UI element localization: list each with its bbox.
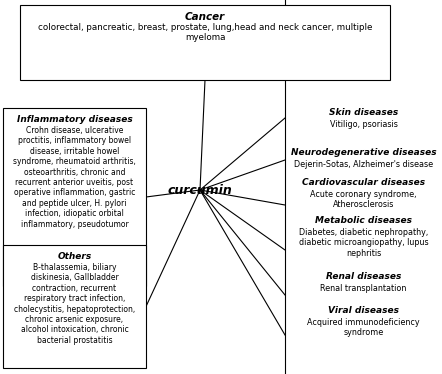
FancyBboxPatch shape: [20, 5, 390, 80]
Text: Crohn disease, ulcerative
proctitis, inflammatory bowel
disease, irritable howel: Crohn disease, ulcerative proctitis, inf…: [13, 126, 136, 229]
Text: Renal diseases: Renal diseases: [326, 272, 401, 281]
Text: Viral diseases: Viral diseases: [328, 306, 399, 315]
Text: Acquired immunodeficiency
syndrome: Acquired immunodeficiency syndrome: [307, 318, 420, 337]
Text: colorectal, pancreatic, breast, prostate, lung,head and neck cancer, multiple
my: colorectal, pancreatic, breast, prostate…: [38, 23, 372, 42]
Text: Diabetes, diabetic nephropathy,
diabetic microangiopathy, lupus
nephritis: Diabetes, diabetic nephropathy, diabetic…: [299, 228, 428, 258]
Text: Dejerin-Sotas, Alzheimer's disease: Dejerin-Sotas, Alzheimer's disease: [294, 160, 433, 169]
Text: Acute coronary syndrome,
Atherosclerosis: Acute coronary syndrome, Atherosclerosis: [310, 190, 417, 209]
Text: curcumin: curcumin: [168, 184, 232, 196]
Text: Skin diseases: Skin diseases: [329, 108, 398, 117]
Text: Renal transplantation: Renal transplantation: [320, 284, 407, 293]
Text: B-thalassemia, biliary
diskinesia, Gallbladder
contraction, recurrent
respirator: B-thalassemia, biliary diskinesia, Gallb…: [14, 263, 135, 345]
FancyBboxPatch shape: [3, 245, 146, 368]
Text: Vitiligo, psoriasis: Vitiligo, psoriasis: [330, 120, 397, 129]
FancyBboxPatch shape: [3, 108, 146, 286]
Text: Cardiovascular diseases: Cardiovascular diseases: [302, 178, 425, 187]
Text: Neurodegenerative diseases: Neurodegenerative diseases: [291, 148, 436, 157]
Text: Metabolic diseases: Metabolic diseases: [315, 216, 412, 225]
Text: Cancer: Cancer: [185, 12, 225, 22]
Text: Inflammatory diseases: Inflammatory diseases: [17, 115, 132, 124]
Text: Others: Others: [57, 252, 91, 261]
